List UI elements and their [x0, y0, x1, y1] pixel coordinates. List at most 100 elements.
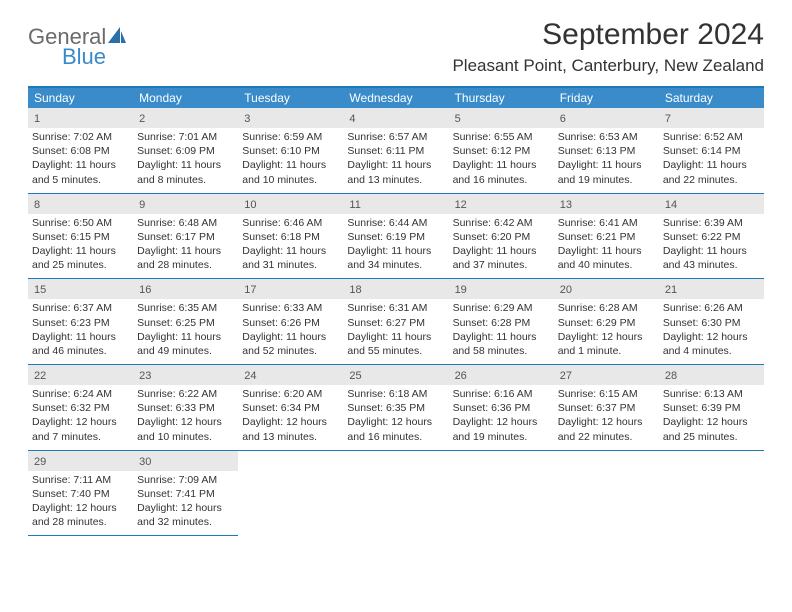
day-number-bar: 17	[238, 279, 343, 299]
dow-header: Friday	[554, 88, 659, 108]
day-info: Sunrise: 6:53 AMSunset: 6:13 PMDaylight:…	[558, 130, 655, 187]
day-number-bar: 28	[659, 365, 764, 385]
daylight-text: Daylight: 11 hours and 34 minutes.	[347, 244, 444, 272]
day-number: 19	[455, 284, 467, 296]
sunrise-text: Sunrise: 6:28 AM	[558, 301, 655, 315]
day-number: 6	[560, 113, 566, 125]
day-info: Sunrise: 6:26 AMSunset: 6:30 PMDaylight:…	[663, 301, 760, 358]
day-number-bar: 25	[343, 365, 448, 385]
daylight-text: Daylight: 11 hours and 16 minutes.	[453, 158, 550, 186]
day-number-bar: 15	[28, 279, 133, 299]
day-number-bar: 3	[238, 108, 343, 128]
sunrise-text: Sunrise: 6:13 AM	[663, 387, 760, 401]
location: Pleasant Point, Canterbury, New Zealand	[452, 56, 764, 76]
day-cell: 16 Sunrise: 6:35 AMSunset: 6:25 PMDayligh…	[133, 279, 238, 365]
sunrise-text: Sunrise: 6:59 AM	[242, 130, 339, 144]
day-number: 2	[139, 113, 145, 125]
day-info: Sunrise: 7:01 AMSunset: 6:09 PMDaylight:…	[137, 130, 234, 187]
day-number-bar: 4	[343, 108, 448, 128]
dow-header: Tuesday	[238, 88, 343, 108]
sunrise-text: Sunrise: 6:15 AM	[558, 387, 655, 401]
sunrise-text: Sunrise: 7:01 AM	[137, 130, 234, 144]
day-number: 3	[244, 113, 250, 125]
sunset-text: Sunset: 6:33 PM	[137, 401, 234, 415]
day-number: 12	[455, 199, 467, 211]
day-number: 18	[349, 284, 361, 296]
sunrise-text: Sunrise: 6:52 AM	[663, 130, 760, 144]
dow-header: Monday	[133, 88, 238, 108]
day-info: Sunrise: 6:50 AMSunset: 6:15 PMDaylight:…	[32, 216, 129, 273]
day-cell: 11 Sunrise: 6:44 AMSunset: 6:19 PMDayligh…	[343, 194, 448, 280]
day-info: Sunrise: 6:16 AMSunset: 6:36 PMDaylight:…	[453, 387, 550, 444]
daylight-text: Daylight: 11 hours and 58 minutes.	[453, 330, 550, 358]
daylight-text: Daylight: 12 hours and 10 minutes.	[137, 415, 234, 443]
sunset-text: Sunset: 6:15 PM	[32, 230, 129, 244]
sunset-text: Sunset: 6:12 PM	[453, 144, 550, 158]
daylight-text: Daylight: 11 hours and 49 minutes.	[137, 330, 234, 358]
day-info: Sunrise: 6:44 AMSunset: 6:19 PMDaylight:…	[347, 216, 444, 273]
day-number: 27	[560, 370, 572, 382]
day-number: 14	[665, 199, 677, 211]
day-info: Sunrise: 6:24 AMSunset: 6:32 PMDaylight:…	[32, 387, 129, 444]
day-info: Sunrise: 6:39 AMSunset: 6:22 PMDaylight:…	[663, 216, 760, 273]
sunrise-text: Sunrise: 6:26 AM	[663, 301, 760, 315]
day-cell: 15Sunrise: 6:37 AMSunset: 6:23 PMDayligh…	[28, 279, 133, 365]
day-cell: 17Sunrise: 6:33 AMSunset: 6:26 PMDayligh…	[238, 279, 343, 365]
day-number-bar: 6	[554, 108, 659, 128]
day-number-bar: 24	[238, 365, 343, 385]
sunrise-text: Sunrise: 7:02 AM	[32, 130, 129, 144]
day-number-bar: 20	[554, 279, 659, 299]
day-info: Sunrise: 6:48 AMSunset: 6:17 PMDaylight:…	[137, 216, 234, 273]
empty-cell	[554, 451, 659, 537]
calendar-grid: SundayMondayTuesdayWednesdayThursdayFrid…	[28, 86, 764, 536]
sunrise-text: Sunrise: 6:39 AM	[663, 216, 760, 230]
day-info: Sunrise: 7:11 AMSunset: 7:40 PMDaylight:…	[32, 473, 129, 530]
day-info: Sunrise: 6:28 AMSunset: 6:29 PMDaylight:…	[558, 301, 655, 358]
daylight-text: Daylight: 12 hours and 13 minutes.	[242, 415, 339, 443]
day-number: 25	[349, 370, 361, 382]
sunset-text: Sunset: 6:36 PM	[453, 401, 550, 415]
sunset-text: Sunset: 6:23 PM	[32, 316, 129, 330]
header: General Blue September 2024 Pleasant Poi…	[28, 18, 764, 76]
day-number-bar: 11	[343, 194, 448, 214]
day-info: Sunrise: 6:55 AMSunset: 6:12 PMDaylight:…	[453, 130, 550, 187]
sunset-text: Sunset: 6:11 PM	[347, 144, 444, 158]
day-number: 21	[665, 284, 677, 296]
daylight-text: Daylight: 12 hours and 7 minutes.	[32, 415, 129, 443]
sunset-text: Sunset: 6:39 PM	[663, 401, 760, 415]
sunset-text: Sunset: 6:18 PM	[242, 230, 339, 244]
day-number-bar: 13	[554, 194, 659, 214]
sunset-text: Sunset: 7:41 PM	[137, 487, 234, 501]
daylight-text: Daylight: 12 hours and 1 minute.	[558, 330, 655, 358]
empty-cell	[343, 451, 448, 537]
sunset-text: Sunset: 6:28 PM	[453, 316, 550, 330]
day-info: Sunrise: 6:57 AMSunset: 6:11 PMDaylight:…	[347, 130, 444, 187]
day-info: Sunrise: 6:18 AMSunset: 6:35 PMDaylight:…	[347, 387, 444, 444]
day-number: 23	[139, 370, 151, 382]
day-cell: 2 Sunrise: 7:01 AMSunset: 6:09 PMDaylight…	[133, 108, 238, 194]
daylight-text: Daylight: 11 hours and 37 minutes.	[453, 244, 550, 272]
day-number: 11	[349, 199, 360, 211]
day-info: Sunrise: 6:35 AMSunset: 6:25 PMDaylight:…	[137, 301, 234, 358]
day-cell: 19Sunrise: 6:29 AMSunset: 6:28 PMDayligh…	[449, 279, 554, 365]
sunset-text: Sunset: 6:14 PM	[663, 144, 760, 158]
sunrise-text: Sunrise: 6:41 AM	[558, 216, 655, 230]
day-number: 16	[139, 284, 151, 296]
sunrise-text: Sunrise: 6:35 AM	[137, 301, 234, 315]
sunrise-text: Sunrise: 6:22 AM	[137, 387, 234, 401]
day-number: 1	[34, 113, 40, 125]
daylight-text: Daylight: 11 hours and 55 minutes.	[347, 330, 444, 358]
day-info: Sunrise: 6:13 AMSunset: 6:39 PMDaylight:…	[663, 387, 760, 444]
dow-header: Wednesday	[343, 88, 448, 108]
day-cell: 1Sunrise: 7:02 AMSunset: 6:08 PMDaylight…	[28, 108, 133, 194]
sunset-text: Sunset: 6:17 PM	[137, 230, 234, 244]
daylight-text: Daylight: 11 hours and 13 minutes.	[347, 158, 444, 186]
day-info: Sunrise: 6:20 AMSunset: 6:34 PMDaylight:…	[242, 387, 339, 444]
day-number-bar: 19	[449, 279, 554, 299]
daylight-text: Daylight: 11 hours and 43 minutes.	[663, 244, 760, 272]
day-info: Sunrise: 6:41 AMSunset: 6:21 PMDaylight:…	[558, 216, 655, 273]
day-cell: 7Sunrise: 6:52 AMSunset: 6:14 PMDaylight…	[659, 108, 764, 194]
day-cell: 21 Sunrise: 6:26 AMSunset: 6:30 PMDayligh…	[659, 279, 764, 365]
day-number-bar: 22	[28, 365, 133, 385]
day-number-bar: 18	[343, 279, 448, 299]
